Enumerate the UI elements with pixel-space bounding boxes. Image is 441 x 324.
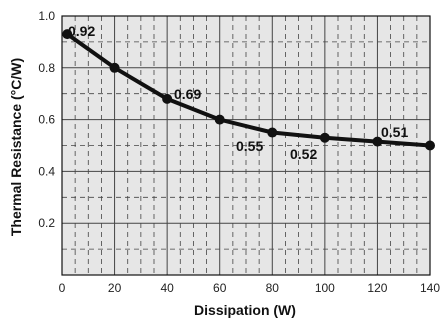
x-axis: 0 20 40 60 80 100 120 140 — [59, 281, 441, 295]
data-point — [214, 114, 225, 125]
data-label: 0.55 — [236, 138, 263, 154]
data-label: 0.52 — [290, 146, 317, 162]
data-point — [267, 127, 278, 138]
x-tick-label: 100 — [315, 281, 335, 295]
x-tick-label: 40 — [160, 281, 174, 295]
data-labels: 0.92 0.69 0.55 0.52 0.51 — [68, 23, 408, 162]
data-point — [319, 132, 330, 143]
data-label: 0.92 — [68, 23, 95, 39]
x-tick-label: 0 — [59, 281, 66, 295]
x-axis-title: Dissipation (W) — [194, 302, 296, 318]
y-tick-label: 0.4 — [38, 164, 55, 178]
x-tick-label: 80 — [266, 281, 280, 295]
y-tick-label: 0.2 — [38, 216, 55, 230]
data-point — [162, 93, 173, 104]
data-point — [372, 136, 383, 147]
grid — [62, 16, 430, 275]
x-tick-label: 120 — [367, 281, 387, 295]
x-tick-label: 140 — [420, 281, 440, 295]
data-label: 0.51 — [381, 124, 408, 140]
y-axis-title: Thermal Resistance (°C/W) — [8, 58, 24, 236]
data-points — [62, 29, 435, 151]
y-tick-label: 0.6 — [38, 113, 55, 127]
x-tick-label: 60 — [213, 281, 227, 295]
y-tick-label: 1.0 — [38, 9, 55, 23]
y-axis: 0.2 0.4 0.6 0.8 1.0 — [38, 9, 55, 230]
data-point — [425, 140, 435, 151]
y-tick-label: 0.8 — [38, 61, 55, 75]
data-point — [62, 29, 73, 40]
data-label: 0.69 — [174, 86, 201, 102]
data-point — [109, 62, 120, 73]
series-line — [65, 32, 432, 148]
x-tick-label: 20 — [108, 281, 122, 295]
